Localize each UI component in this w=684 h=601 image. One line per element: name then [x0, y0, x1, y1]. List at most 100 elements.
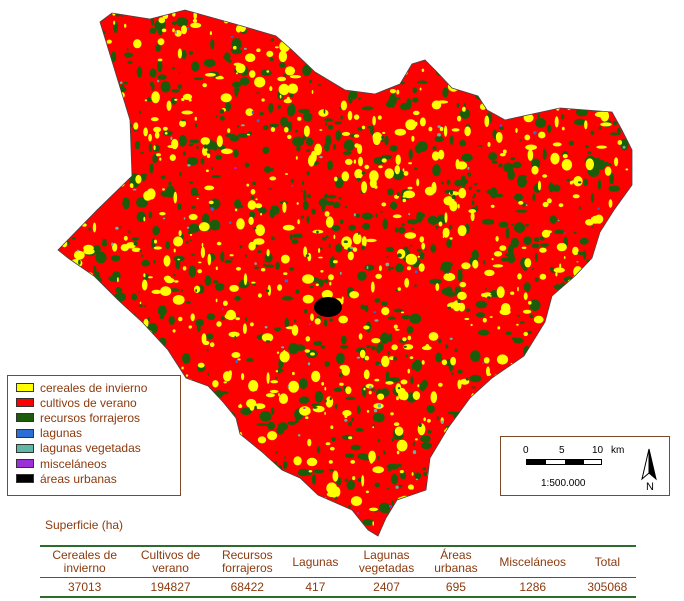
map-patch	[233, 431, 238, 442]
map-patch	[618, 250, 631, 258]
map-patch	[329, 318, 333, 322]
map-patch	[232, 81, 242, 88]
map-patch	[615, 390, 621, 396]
map-patch	[325, 396, 334, 408]
map-patch	[618, 513, 627, 525]
map-patch	[327, 160, 333, 171]
map-patch	[314, 143, 322, 156]
map-patch	[164, 132, 168, 135]
map-patch	[198, 222, 210, 232]
map-patch	[181, 49, 187, 59]
map-patch	[281, 346, 285, 349]
map-patch	[600, 122, 612, 127]
map-patch	[179, 119, 187, 128]
map-patch	[517, 273, 522, 280]
map-patch	[240, 476, 245, 481]
map-patch	[350, 92, 354, 98]
map-patch	[225, 101, 231, 112]
map-patch	[467, 166, 470, 170]
map-patch	[445, 516, 448, 518]
map-patch	[323, 27, 330, 39]
map-patch	[249, 211, 256, 218]
map-patch	[495, 394, 500, 398]
map-patch	[380, 140, 385, 142]
map-patch	[254, 76, 266, 88]
map-patch	[373, 156, 386, 165]
map-patch	[234, 296, 241, 301]
map-patch	[443, 196, 455, 206]
map-patch	[584, 36, 587, 41]
map-patch	[394, 328, 400, 331]
map-patch	[579, 237, 589, 245]
map-patch	[416, 178, 420, 187]
map-patch	[148, 133, 153, 142]
table-title: Superficie (ha)	[45, 518, 124, 532]
map-patch	[389, 266, 395, 270]
map-patch	[460, 42, 470, 53]
map-patch	[426, 504, 436, 514]
map-patch	[100, 353, 104, 366]
map-patch	[244, 47, 247, 50]
map-patch	[60, 108, 64, 112]
map-patch	[296, 16, 301, 19]
map-patch	[634, 391, 637, 395]
map-patch	[394, 426, 404, 436]
map-patch	[115, 287, 123, 293]
map-patch	[453, 412, 456, 418]
legend-label: cereales de invierno	[40, 380, 148, 395]
map-patch	[341, 171, 350, 182]
map-patch	[106, 501, 111, 512]
map-patch	[597, 246, 602, 252]
map-patch	[245, 53, 256, 62]
map-patch	[446, 35, 455, 45]
map-patch	[260, 212, 263, 216]
map-patch	[628, 280, 632, 286]
map-patch	[233, 45, 237, 50]
map-patch	[363, 28, 365, 33]
map-patch	[513, 362, 518, 367]
map-patch	[196, 197, 199, 200]
map-patch	[488, 152, 498, 161]
map-patch	[492, 264, 504, 268]
map-patch	[480, 537, 484, 542]
map-patch	[590, 217, 595, 222]
map-patch	[125, 508, 133, 520]
map-patch	[153, 260, 156, 264]
map-patch	[339, 106, 342, 110]
map-patch	[623, 286, 631, 291]
map-patch	[390, 84, 395, 87]
map-patch	[259, 526, 264, 532]
map-patch	[531, 165, 539, 175]
map-patch	[194, 386, 204, 392]
map-patch	[404, 278, 410, 288]
map-patch	[98, 132, 106, 143]
map-patch	[283, 254, 288, 258]
map-patch	[515, 209, 528, 213]
map-patch	[527, 330, 532, 335]
map-patch	[107, 123, 115, 133]
map-patch	[446, 272, 450, 274]
map-patch	[195, 289, 198, 292]
map-patch	[107, 178, 111, 182]
map-patch	[296, 145, 301, 152]
map-patch	[133, 241, 138, 246]
map-patch	[585, 525, 589, 529]
map-patch	[169, 154, 176, 162]
map-patch	[218, 75, 223, 79]
map-patch	[268, 102, 274, 113]
map-patch	[352, 232, 362, 245]
map-patch	[414, 472, 422, 480]
map-patch	[177, 301, 182, 305]
map-patch	[213, 390, 224, 398]
map-patch	[270, 30, 282, 35]
map-patch	[94, 74, 107, 87]
map-patch	[375, 273, 382, 279]
map-patch	[190, 313, 195, 322]
map-patch	[82, 11, 93, 17]
map-patch	[420, 442, 432, 450]
map-patch	[488, 52, 500, 57]
map-patch	[340, 344, 349, 349]
map-patch	[204, 532, 209, 536]
map-patch	[438, 338, 442, 344]
